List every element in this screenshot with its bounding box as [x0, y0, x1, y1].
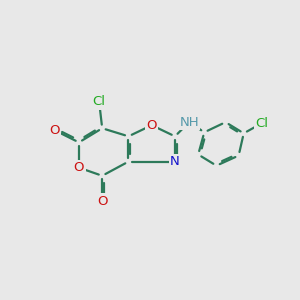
Text: O: O [74, 161, 84, 174]
Text: O: O [97, 194, 107, 208]
Text: O: O [50, 124, 60, 137]
Text: Cl: Cl [93, 95, 106, 109]
Text: NH: NH [179, 116, 199, 129]
Text: O: O [146, 119, 157, 132]
Text: N: N [170, 155, 180, 168]
Text: Cl: Cl [255, 117, 268, 130]
